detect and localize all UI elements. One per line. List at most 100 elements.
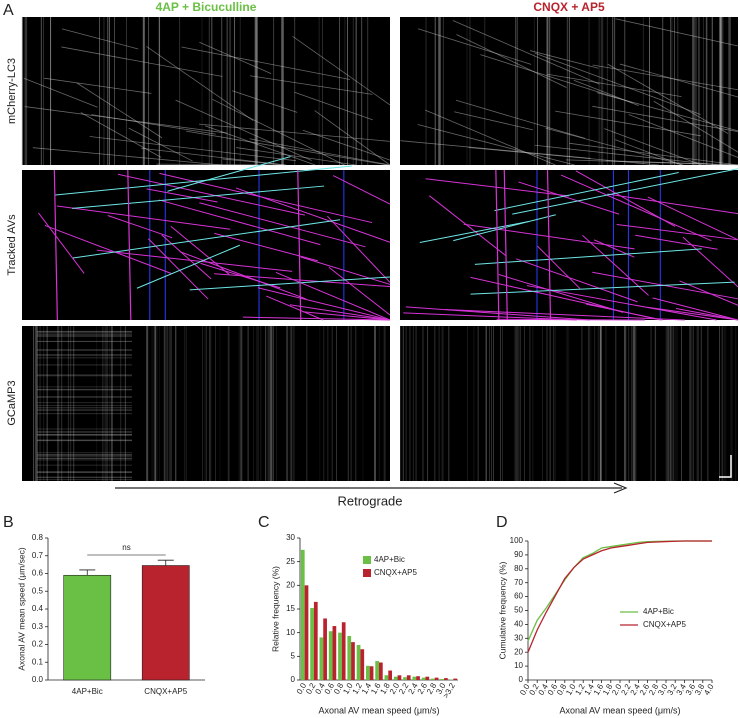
y-tick-label: 0.3	[32, 622, 44, 631]
track	[429, 195, 507, 257]
row-label: GCaMP3	[6, 380, 18, 425]
streak	[480, 54, 633, 104]
track	[474, 248, 702, 265]
track	[257, 287, 391, 321]
y-tick-label: 50	[514, 606, 523, 615]
streak	[76, 82, 163, 139]
bar	[304, 585, 309, 680]
legend-label: CNQX+AP5	[374, 568, 417, 577]
y-tick-label: 0.5	[32, 586, 44, 595]
bar	[347, 635, 352, 680]
y-tick-label: 30	[286, 533, 295, 542]
track	[494, 172, 679, 212]
x-tick-label: 4.0	[702, 682, 716, 697]
track	[297, 169, 302, 321]
kymograph	[22, 17, 390, 165]
track	[38, 212, 85, 274]
track	[189, 276, 391, 291]
streak	[545, 127, 684, 166]
streak	[80, 112, 162, 158]
track	[332, 175, 391, 205]
streak	[452, 20, 600, 85]
legend-label: CNQX+AP5	[643, 620, 686, 629]
column-title: CNQX + AP5	[533, 0, 605, 14]
track	[498, 274, 624, 313]
track	[582, 234, 649, 296]
streak	[417, 124, 575, 166]
error-bar	[79, 569, 96, 576]
row-label: Tracked AVs	[6, 214, 18, 276]
y-axis-label: Relative frequency (%)	[270, 566, 280, 652]
streak	[249, 138, 391, 166]
track	[327, 215, 391, 283]
streak	[619, 63, 739, 98]
bar	[328, 631, 333, 680]
y-tick-label: 90	[514, 550, 523, 559]
bar	[356, 644, 361, 680]
streak	[605, 160, 739, 166]
streak	[232, 90, 298, 113]
kymograph	[400, 170, 738, 320]
streak	[23, 77, 98, 108]
y-tick-label: 0.2	[32, 640, 44, 649]
streak	[555, 110, 701, 137]
track	[560, 174, 712, 242]
track	[503, 169, 508, 321]
track	[495, 169, 500, 321]
track	[266, 295, 324, 321]
bar	[379, 662, 383, 680]
y-tick-label: 30	[514, 633, 523, 642]
column-title: 4AP + Bicuculline	[156, 0, 257, 14]
kymograph	[22, 326, 390, 481]
bar	[425, 676, 430, 680]
track	[300, 256, 391, 285]
streak	[199, 41, 272, 74]
track	[635, 234, 718, 250]
streak	[24, 106, 227, 134]
y-tick-label: 0	[519, 675, 524, 684]
streak	[592, 105, 739, 132]
bar	[310, 608, 314, 680]
row-label: mCherry-LC3	[6, 58, 18, 124]
track	[546, 169, 552, 321]
y-tick-label: 0.8	[32, 533, 44, 542]
streak	[212, 98, 345, 166]
streak	[653, 100, 739, 153]
streak	[615, 18, 739, 47]
track	[515, 258, 638, 303]
streak	[534, 52, 701, 115]
streak	[181, 46, 350, 80]
bar	[431, 678, 435, 680]
y-tick-label: 25	[286, 557, 295, 566]
y-tick-label: 70	[514, 578, 523, 587]
track	[647, 196, 739, 241]
y-tick-label: 0.6	[32, 569, 44, 578]
streak	[44, 77, 152, 94]
streak	[146, 46, 254, 121]
bar	[412, 676, 417, 680]
track	[127, 169, 132, 321]
track	[179, 251, 307, 300]
track	[445, 309, 685, 321]
streak	[175, 99, 312, 161]
streak	[425, 109, 556, 166]
y-axis-label: Cumulative frequency (%)	[497, 561, 507, 659]
kymograph	[22, 170, 390, 320]
streak	[89, 136, 296, 162]
track	[199, 202, 366, 248]
bar	[388, 670, 393, 680]
bar	[393, 676, 398, 680]
streak	[294, 91, 373, 121]
bar	[313, 601, 318, 680]
track	[161, 234, 212, 280]
bar	[403, 677, 407, 680]
streak	[61, 28, 139, 50]
error-bar	[157, 559, 174, 566]
x-tick-label: 4AP+Bic	[72, 687, 103, 696]
track	[72, 185, 325, 209]
streak	[61, 46, 223, 77]
track	[607, 193, 739, 215]
bar	[332, 626, 337, 680]
streak	[249, 75, 373, 95]
